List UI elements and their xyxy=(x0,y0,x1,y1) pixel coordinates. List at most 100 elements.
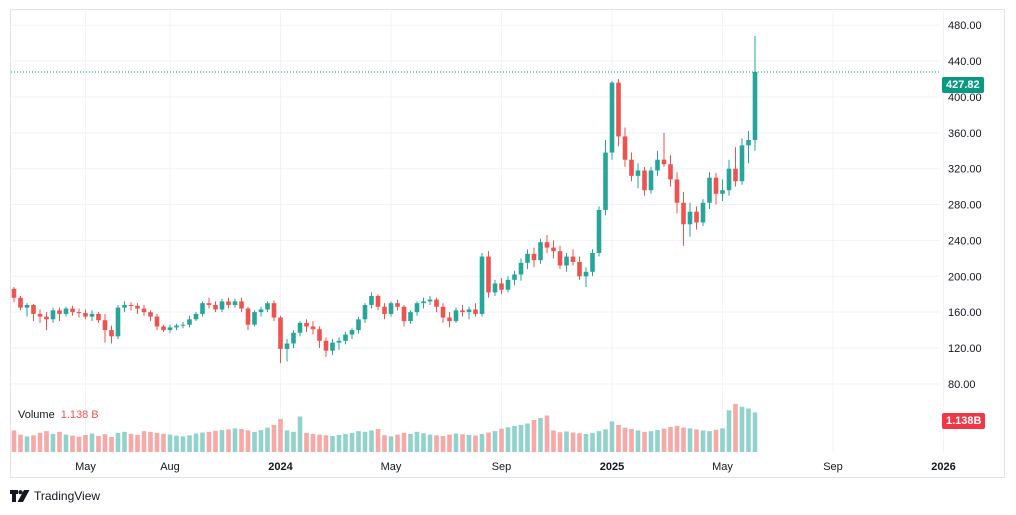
brand-name: TradingView xyxy=(34,489,101,503)
candle-body xyxy=(18,297,23,308)
candle-body xyxy=(193,313,199,320)
x-tick-label: May xyxy=(712,461,733,473)
candle-body xyxy=(83,313,88,317)
candle-body xyxy=(447,317,452,322)
y-tick-label: 400.00 xyxy=(948,92,982,104)
volume-bar xyxy=(141,431,147,452)
candle-body xyxy=(96,313,101,321)
volume-bar xyxy=(219,430,225,452)
volume-bar xyxy=(245,430,251,452)
volume-bar xyxy=(37,432,43,452)
candle-body xyxy=(343,334,348,341)
candle-body xyxy=(531,253,537,261)
volume-legend-title: Volume xyxy=(18,409,55,421)
volume-bar xyxy=(24,436,30,452)
candle-body xyxy=(544,242,550,248)
tradingview-logo[interactable]: TradingView xyxy=(10,489,100,503)
volume-bar xyxy=(499,428,504,452)
candle-body xyxy=(388,303,394,314)
volume-bar xyxy=(590,432,595,452)
candle-body xyxy=(369,296,374,305)
y-tick-label: 120.00 xyxy=(948,343,982,355)
candle-body xyxy=(284,343,290,349)
x-tick-label: May xyxy=(381,461,402,473)
volume-bar xyxy=(63,434,69,452)
chart-canvas[interactable]: 80.00 120.00 160.00 200.00 240.00 280.00 320.0… xyxy=(0,0,1016,480)
y-tick-label: 360.00 xyxy=(948,128,982,140)
volume-bar xyxy=(109,437,114,452)
candle-body xyxy=(733,168,738,182)
volume-bar xyxy=(583,433,589,452)
candle-body xyxy=(161,326,166,331)
volume-bar xyxy=(531,420,537,452)
volume-bar xyxy=(713,429,719,452)
volume-bar xyxy=(466,434,472,452)
candle-body xyxy=(37,313,43,317)
volume-bar xyxy=(284,430,290,452)
volume-bar xyxy=(616,424,621,452)
volume-bar xyxy=(232,428,238,452)
candle-body xyxy=(232,301,238,305)
candle-body xyxy=(206,303,212,305)
volume-bar xyxy=(265,427,270,452)
volume-bar xyxy=(726,410,732,452)
candle-body xyxy=(674,179,680,203)
candle-body xyxy=(583,271,589,277)
candle-body xyxy=(642,170,647,191)
y-tick-label: 440.00 xyxy=(948,56,982,68)
volume-bar xyxy=(96,436,101,452)
candle-body xyxy=(50,310,56,320)
volume-bar xyxy=(518,424,524,452)
candle-body xyxy=(668,164,673,180)
volume-bar xyxy=(408,433,413,452)
volume-bar xyxy=(336,434,342,452)
y-tick-label: 280.00 xyxy=(948,200,982,212)
volume-bar xyxy=(304,432,309,452)
volume-bar xyxy=(694,429,699,452)
volume-bar xyxy=(187,435,192,452)
volume-bar xyxy=(557,432,563,452)
volume-bar xyxy=(752,412,758,452)
volume-bar xyxy=(681,427,686,452)
candle-body xyxy=(154,316,160,327)
volume-bar xyxy=(206,431,212,452)
x-tick-label: May xyxy=(75,461,96,473)
volume-bar xyxy=(661,428,667,452)
volume-bar xyxy=(538,417,543,452)
candle-body xyxy=(603,152,608,210)
volume-bar xyxy=(544,415,550,452)
volume-bar xyxy=(401,432,407,452)
candle-body xyxy=(297,322,303,333)
volume-bar xyxy=(427,434,433,452)
candle-body xyxy=(122,304,127,308)
candle-body xyxy=(219,301,225,310)
candle-body xyxy=(512,274,517,280)
volume-bar xyxy=(154,432,160,452)
volume-bar xyxy=(161,433,166,452)
volume-bar xyxy=(492,431,498,452)
candle-body xyxy=(460,310,465,313)
candle-body xyxy=(265,303,270,310)
candle-body xyxy=(635,170,641,176)
volume-bar xyxy=(213,430,218,452)
y-tick-label: 200.00 xyxy=(948,271,982,283)
chart-frame[interactable] xyxy=(10,9,1005,478)
candle-body xyxy=(187,319,192,325)
candle-body xyxy=(63,308,69,314)
x-tick-label: 2024 xyxy=(268,461,293,473)
candle-body xyxy=(395,303,400,307)
volume-bar xyxy=(200,432,205,452)
y-tick-label: 240.00 xyxy=(948,235,982,247)
x-tick-label: 2025 xyxy=(600,461,624,473)
volume-bar xyxy=(89,433,95,452)
volume-bar xyxy=(655,430,660,452)
volume-bar xyxy=(388,436,394,452)
volume-bar xyxy=(128,433,134,452)
candle-body xyxy=(148,312,153,317)
volume-bar xyxy=(733,404,738,452)
volume-bar xyxy=(414,431,420,452)
volume-bar xyxy=(707,431,712,452)
candle-body xyxy=(375,296,381,307)
volume-bar xyxy=(193,433,199,452)
volume-bar xyxy=(551,430,556,452)
